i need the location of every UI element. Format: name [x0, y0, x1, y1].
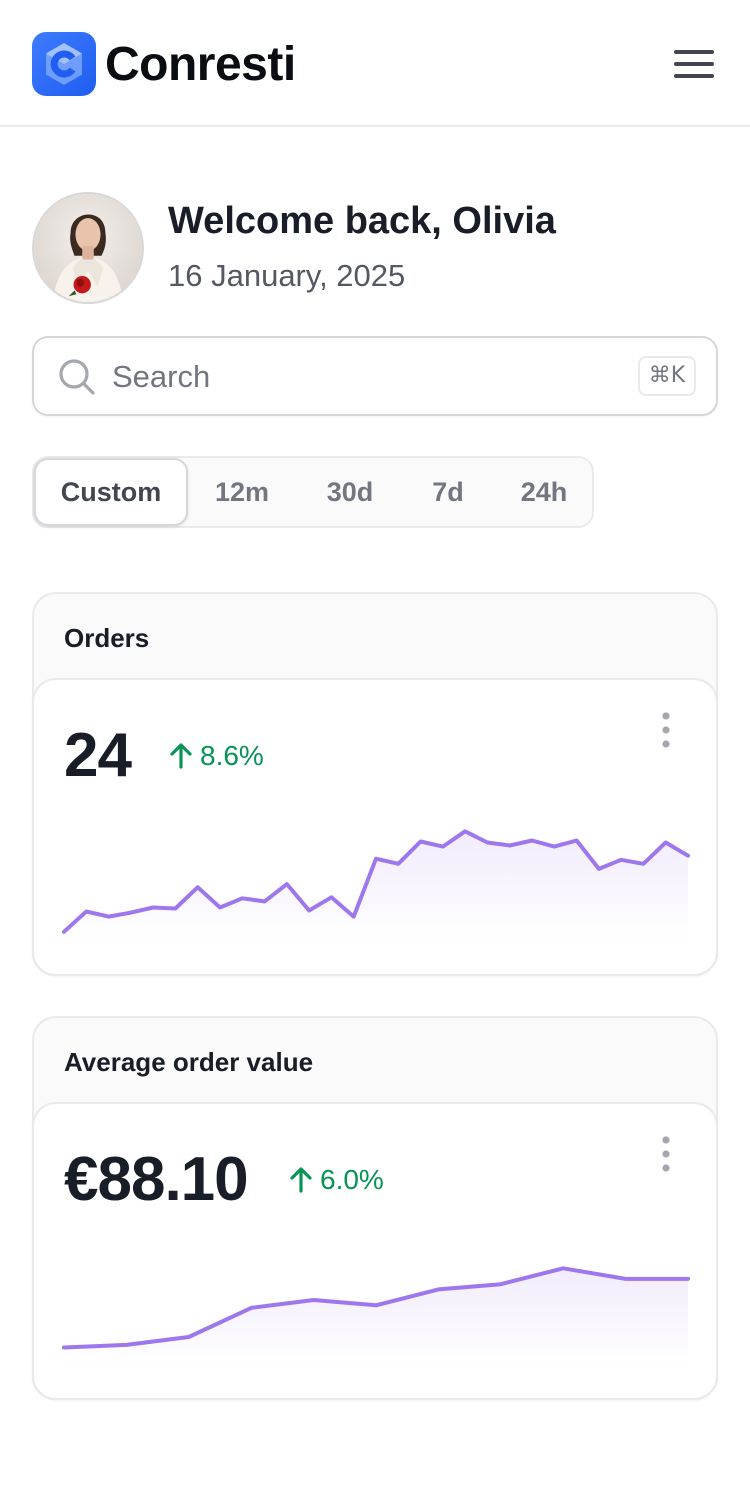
trend-badge: 6.0%: [290, 1162, 384, 1198]
more-options-icon[interactable]: [650, 1134, 682, 1174]
orders-chart: [62, 829, 690, 942]
trend-badge: 8.6%: [170, 738, 264, 774]
average-order-value-chart: [62, 1266, 690, 1366]
date-range-tabs: 12m 30d 7d 24h Custom: [32, 456, 594, 528]
orders-card: Orders 24 8.6%: [32, 592, 718, 976]
trend-value: 6.0%: [320, 1164, 384, 1195]
avatar[interactable]: [32, 192, 144, 304]
chart-area: [64, 831, 688, 942]
card-title: Average order value: [64, 1047, 314, 1077]
chart-area: [64, 1268, 688, 1366]
trend-value: 8.6%: [200, 740, 264, 771]
tab-7d[interactable]: 7d: [432, 477, 464, 507]
more-options-icon[interactable]: [650, 710, 682, 750]
menu-icon-line: [674, 74, 714, 78]
chart-series-line: [62, 1266, 690, 1350]
app-header: Conresti: [0, 0, 750, 127]
menu-button[interactable]: [668, 44, 718, 86]
chart-series-line: [62, 829, 690, 934]
tab-30d[interactable]: 30d: [326, 477, 374, 507]
menu-icon-line: [674, 50, 714, 54]
metric-value: €88.10: [64, 1145, 249, 1214]
search-input[interactable]: [112, 356, 592, 398]
tab-custom[interactable]: Custom: [34, 458, 188, 526]
tab-24h[interactable]: 24h: [520, 477, 568, 507]
brand-name: Conresti: [105, 38, 296, 91]
average-order-value-card: Average order value €88.10 6.0%: [32, 1016, 718, 1400]
shortcut-badge: ⌘K: [638, 356, 696, 396]
welcome-date: 16 January, 2025: [168, 258, 406, 293]
search-icon: [59, 359, 95, 395]
logo-icon[interactable]: [32, 32, 96, 96]
metric-value: 24: [64, 721, 132, 790]
search-box[interactable]: ⌘K: [32, 336, 718, 416]
menu-icon-line: [674, 62, 714, 66]
arrow-up-icon: [290, 1167, 312, 1193]
tab-12m[interactable]: 12m: [214, 477, 270, 507]
card-body: €88.10 6.0%: [32, 1102, 718, 1400]
arrow-up-icon: [170, 743, 192, 769]
welcome-title: Welcome back, Olivia: [168, 200, 556, 242]
card-title: Orders: [64, 623, 150, 653]
card-body: 24 8.6%: [32, 678, 718, 976]
avatar-image: [34, 194, 142, 302]
